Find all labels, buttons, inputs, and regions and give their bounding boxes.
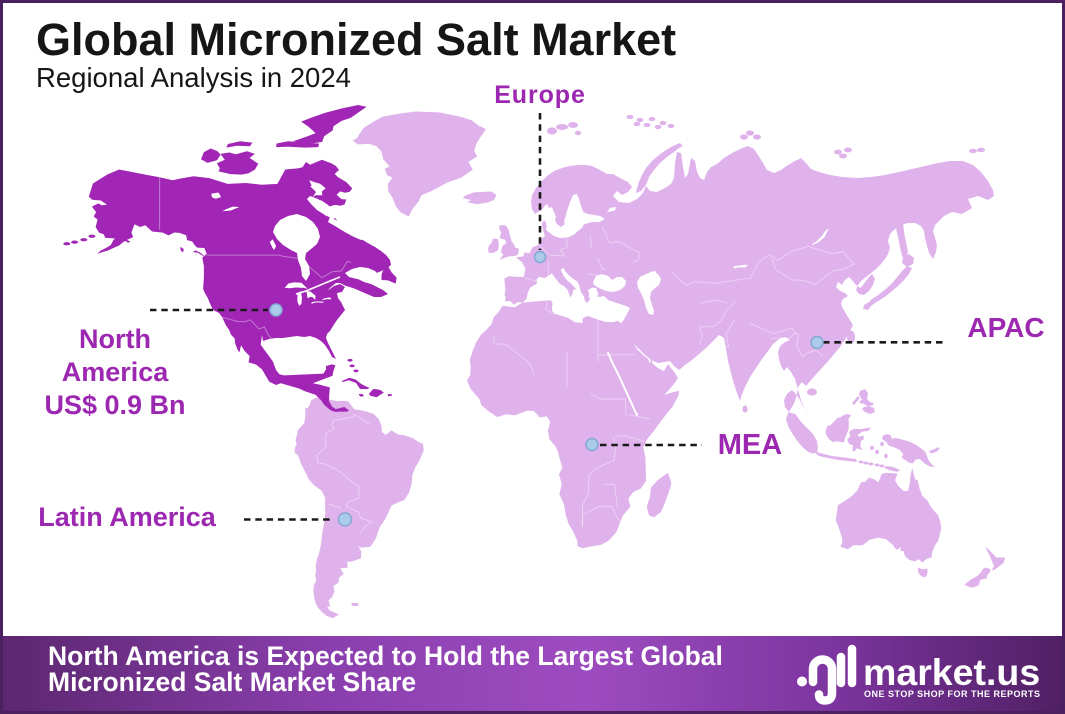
svg-text:ONE STOP SHOP FOR THE REPORTS: ONE STOP SHOP FOR THE REPORTS	[864, 689, 1041, 699]
svg-text:market.us: market.us	[863, 651, 1040, 693]
